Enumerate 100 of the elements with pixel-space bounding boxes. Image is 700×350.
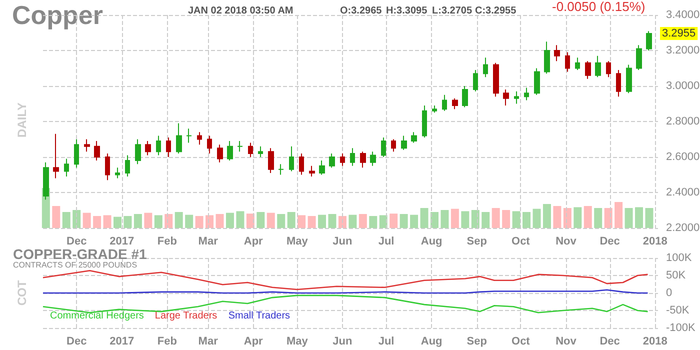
candlestick [94,140,100,162]
candlestick [237,140,243,152]
candlestick [329,152,335,168]
candlestick [514,90,519,104]
candlestick [105,152,110,181]
candlestick [227,140,233,162]
x-tick-label: Jul [378,336,394,348]
y-tick-label: 3.2000 [666,44,700,56]
bar [144,212,152,228]
x-tick-label: Dec [66,236,87,248]
x-tick-label: Dec [600,236,620,248]
bar [594,208,602,228]
candlestick [115,167,120,179]
candlestick [258,146,263,158]
candlestick [176,122,182,154]
x-tick-label: Oct [512,336,530,348]
annotation: O:3.2965 [340,6,382,16]
bar [103,215,112,228]
candlestick [452,98,458,110]
x-tick-label: Apr [244,336,264,348]
x-tick-label: Jun [332,236,353,248]
candlestick [207,135,212,154]
candlestick [248,142,253,158]
candlestick [84,138,90,152]
candlestick [319,160,325,176]
bar [471,210,480,228]
candlestick [289,146,294,172]
candlestick [462,86,468,108]
y-tick-label: 2.2000 [666,222,700,234]
bar [574,207,582,228]
bar [328,214,336,228]
candlestick [442,94,447,112]
text: 3.2955 [662,28,696,40]
bar [512,211,520,228]
bar [114,216,122,228]
candlestick [381,136,386,158]
y-tick-label: 2.6000 [666,151,700,163]
x-tick-label: Mar [198,336,219,348]
bar [226,212,234,228]
bar [563,208,572,228]
x-tick-label: Sep [466,236,488,248]
bar [522,212,531,228]
bar [206,215,214,228]
bar [134,214,142,228]
candlestick [616,70,621,98]
x-tick-label: Jun [332,336,353,348]
candlestick [350,148,355,166]
x-tick-label: May [286,236,309,248]
bar [553,206,562,228]
y-tick-label: 3.0000 [666,80,700,92]
bar [72,210,81,228]
candlestick [534,68,540,96]
bar [298,215,306,228]
candlestick [64,158,69,178]
candlestick [145,140,151,156]
bar [604,208,612,228]
bar [492,208,500,228]
text: -0.0050 (0.15%) [552,0,646,14]
bar [195,216,204,228]
candlestick [197,132,202,146]
bar [645,208,654,228]
x-tick-label: 2017 [110,336,134,348]
x-tick-label: Sep [466,336,488,348]
chart-title: Copper [12,0,103,30]
candlestick [626,64,632,94]
y-tick-label: -100K [666,322,696,334]
candlestick [503,89,509,106]
candlestick [524,87,529,101]
series-label: Commercial Hedgers [50,310,144,322]
candlestick [422,105,427,138]
bar [358,214,367,228]
annotation: JAN 02 2018 03:50 AM [188,6,294,16]
candlestick [432,105,437,114]
chart-subtitle: CONTRACTS OF 25000 POUNDS [13,260,138,270]
annotation: H:3.3095 [386,6,428,16]
bar [614,202,623,228]
bar [369,216,378,228]
candlestick [370,151,376,166]
bar [124,216,132,228]
candlestick [544,41,550,74]
candlestick [125,154,130,178]
bar [532,208,541,228]
candlestick [309,165,315,178]
y-tick-label: -50K [666,304,690,316]
candlestick [585,60,591,80]
x-tick-label: May [286,336,309,348]
bar [287,212,296,228]
candlestick [340,152,345,166]
candlestick [483,57,488,78]
candlestick [135,138,141,165]
y-tick-label: 50K [666,270,686,282]
x-tick-label: Feb [157,236,178,248]
x-tick-label: Mar [198,236,219,248]
x-tick-label: 2018 [642,336,668,348]
candlestick [636,44,642,71]
y-tick-label: 2.4000 [666,186,700,198]
candlestick [493,62,499,98]
bar [246,214,254,228]
y-tick-label: 100K [666,252,692,264]
bar [420,208,428,228]
